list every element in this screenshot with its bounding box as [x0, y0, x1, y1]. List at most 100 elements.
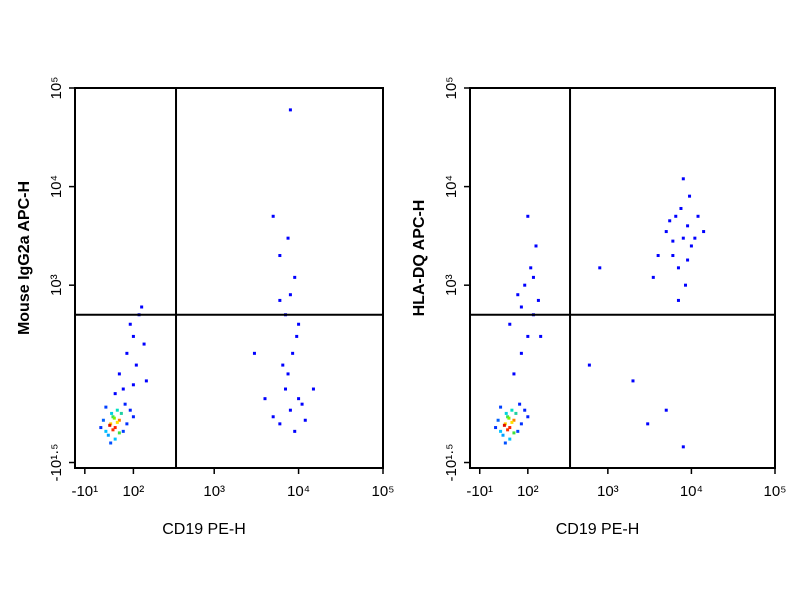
event-dot: [510, 420, 514, 424]
event-dot: [519, 351, 523, 355]
event-dot: [631, 379, 635, 383]
event-dot: [508, 426, 512, 430]
event-dot: [504, 411, 508, 415]
y-tick-label: -10¹·⁵: [443, 444, 460, 482]
y-tick-label: 10³: [443, 274, 460, 296]
event-dot: [499, 405, 503, 409]
event-dot: [676, 266, 680, 270]
event-dot: [311, 387, 315, 391]
y-tick-label: 10⁵: [48, 77, 65, 100]
event-dot: [526, 334, 530, 338]
event-dot: [115, 420, 119, 424]
event-dot: [688, 194, 692, 198]
event-dot: [518, 402, 522, 406]
x-tick-label: 10⁴: [287, 483, 310, 500]
event-dot: [531, 275, 535, 279]
event-dot: [117, 431, 121, 435]
event-dot: [496, 418, 500, 422]
event-dot: [510, 408, 514, 412]
y-tick-label: 10⁴: [48, 175, 65, 198]
event-dot: [507, 416, 511, 420]
event-dot: [140, 305, 144, 309]
event-dot: [119, 411, 123, 415]
event-dot: [671, 239, 675, 243]
event-dot: [664, 230, 668, 234]
event-dot: [303, 418, 307, 422]
event-dot: [646, 422, 650, 426]
event-dot: [502, 423, 506, 427]
event-dot: [300, 402, 304, 406]
event-dot: [108, 423, 112, 427]
event-dot: [278, 254, 282, 258]
x-axis-title: CD19 PE-H: [556, 521, 640, 538]
event-dot: [104, 429, 108, 433]
event-dot: [110, 411, 114, 415]
event-dot: [109, 441, 113, 445]
event-dot: [142, 342, 146, 346]
event-dot: [519, 305, 523, 309]
event-dot: [679, 206, 683, 210]
event-dot: [681, 177, 685, 181]
event-dot: [508, 437, 512, 441]
event-dot: [123, 402, 127, 406]
event-dot: [598, 266, 602, 270]
event-dot: [271, 214, 275, 218]
event-dot: [681, 445, 685, 449]
event-dot: [494, 426, 498, 430]
event-dot: [684, 283, 688, 287]
event-dot: [271, 415, 275, 419]
event-dot: [288, 108, 292, 112]
event-dot: [523, 408, 527, 412]
event-dot: [297, 322, 301, 326]
event-dot: [278, 298, 282, 302]
event-dot: [131, 415, 135, 419]
event-dot: [263, 397, 267, 401]
event-dot: [526, 415, 530, 419]
x-tick-label: 10³: [203, 483, 225, 500]
y-tick-label: 10⁵: [443, 77, 460, 100]
event-dot: [516, 293, 520, 297]
event-dot: [297, 397, 301, 401]
event-dot: [506, 428, 510, 432]
event-dot: [113, 426, 117, 430]
x-tick-label: -10¹: [466, 483, 493, 500]
event-dot: [686, 258, 690, 262]
event-dot: [117, 372, 121, 376]
event-dot: [115, 408, 119, 412]
x-tick-label: 10³: [597, 483, 619, 500]
event-dot: [651, 275, 655, 279]
event-dot: [523, 283, 527, 287]
event-dot: [519, 422, 523, 426]
event-dot: [539, 334, 543, 338]
event-dot: [128, 322, 132, 326]
event-dot: [284, 387, 288, 391]
event-dot: [681, 236, 685, 240]
event-dot: [499, 429, 503, 433]
event-dot: [291, 351, 295, 355]
event-dot: [113, 392, 117, 396]
event-dot: [529, 266, 533, 270]
event-dot: [131, 334, 135, 338]
event-dot: [674, 214, 678, 218]
event-dot: [664, 408, 668, 412]
event-dot: [293, 275, 297, 279]
event-dot: [144, 379, 148, 383]
event-dot: [512, 431, 516, 435]
event-dot: [117, 418, 121, 422]
event-dot: [536, 298, 540, 302]
event-dot: [512, 372, 516, 376]
event-dot: [503, 441, 507, 445]
event-dot: [686, 224, 690, 228]
event-dot: [508, 322, 512, 326]
y-tick-label: 10⁴: [443, 175, 460, 198]
plot-frame: [469, 87, 776, 469]
event-dot: [278, 422, 282, 426]
event-dot: [113, 437, 117, 441]
x-tick-label: -10¹: [71, 483, 98, 500]
event-dot: [101, 418, 105, 422]
y-axis-title: HLA-DQ APC-H: [411, 200, 428, 317]
y-tick-label: 10³: [48, 274, 65, 296]
event-dot: [516, 429, 520, 433]
event-dot: [134, 363, 138, 367]
